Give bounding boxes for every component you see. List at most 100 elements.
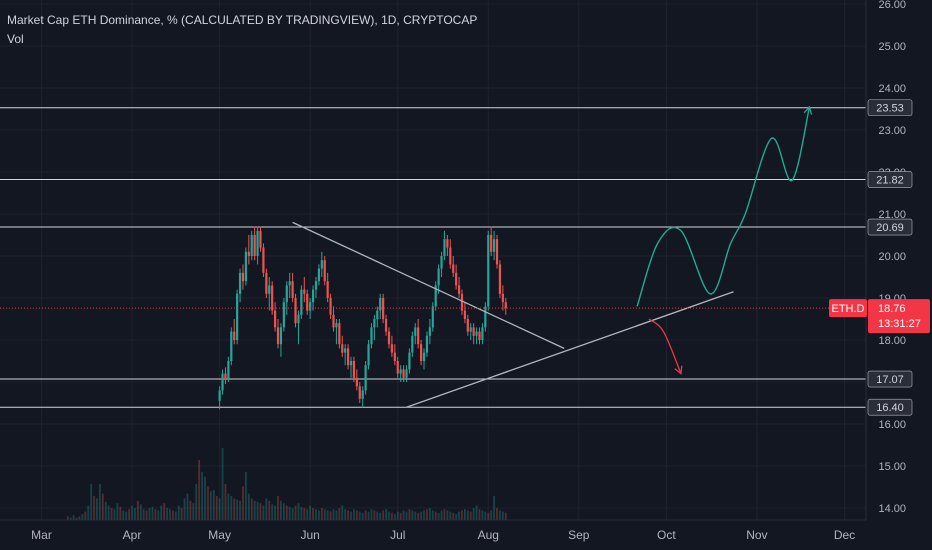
candle-body [233, 331, 236, 340]
volume-bar [294, 505, 297, 520]
candle-body [329, 298, 332, 315]
volume-bar [101, 493, 104, 520]
candle-body [498, 264, 502, 294]
volume-bar [501, 511, 504, 520]
candle-body [478, 331, 481, 340]
candle-body [300, 289, 303, 315]
volume-bar [128, 509, 130, 520]
volume-bar [195, 484, 198, 520]
volume-bar [136, 500, 139, 520]
volume-bar [271, 504, 274, 520]
volume-bar [72, 515, 75, 520]
volume-bar [280, 500, 282, 520]
volume-bar [134, 508, 136, 520]
volume-bar [446, 510, 449, 520]
volume-bar [93, 496, 95, 520]
volume-bar [335, 510, 338, 520]
month-label: Nov [746, 528, 767, 542]
volume-bar [259, 503, 262, 520]
price-tick-label: 26.00 [878, 0, 906, 11]
volume-bar [420, 511, 422, 520]
candle-body [411, 335, 414, 353]
volume-bar [464, 509, 466, 520]
candle-body [221, 373, 224, 391]
candle-body [311, 289, 315, 303]
candle-body [285, 285, 288, 303]
candle-body [428, 327, 431, 336]
volume-bar [399, 512, 402, 520]
volume-bar [455, 514, 458, 520]
candle-body [291, 281, 294, 298]
candle-body [309, 302, 312, 311]
candle-body [376, 310, 379, 319]
volume-bar [239, 500, 241, 520]
level-price-label: 20.69 [876, 222, 904, 234]
price-axis-background [866, 0, 932, 550]
candle-body [504, 302, 507, 309]
month-label: Aug [478, 528, 499, 542]
volume-bar [370, 509, 373, 520]
candle-body [317, 268, 320, 282]
candle-body [420, 344, 423, 361]
volume-bar [230, 496, 233, 520]
candle-body [481, 327, 484, 340]
level-price-badge [867, 171, 913, 188]
horizontal-levels[interactable] [0, 107, 866, 408]
candle-body [253, 235, 256, 256]
trendlines[interactable] [292, 221, 734, 408]
candle-body [332, 314, 335, 328]
volume-bar [215, 496, 218, 520]
candle-body [449, 247, 452, 265]
volume-bar [431, 510, 434, 520]
price-axis[interactable]: 14.0015.0016.0017.0018.0019.0020.0021.00… [829, 0, 932, 550]
candle-body [256, 230, 259, 256]
candle-body [373, 319, 376, 328]
candle-body [265, 272, 268, 294]
candle-body [282, 302, 285, 328]
candle-body [472, 327, 475, 336]
time-axis-background [0, 520, 866, 550]
volume-bar [236, 499, 239, 520]
candle-body [469, 327, 472, 332]
candle-body [259, 230, 262, 248]
candles [218, 226, 507, 410]
ascending-support-trendline [406, 291, 734, 408]
candle-body [361, 390, 364, 399]
projection-paths[interactable] [636, 105, 813, 375]
candle-body [238, 272, 242, 294]
volume-bar [461, 510, 463, 520]
volume-bar [428, 508, 431, 520]
volume-bar [367, 511, 370, 520]
candle-body [268, 285, 271, 294]
volume-bar [189, 500, 192, 520]
price-tick-label: 14.00 [878, 503, 906, 515]
volume-bar [309, 505, 312, 520]
volume-bar [434, 511, 437, 520]
volume-bar [373, 510, 376, 520]
volume-bar [344, 509, 347, 520]
volume-bar [449, 511, 452, 520]
candle-body [475, 331, 478, 336]
candle-body [437, 268, 440, 286]
volume-bar [113, 509, 116, 520]
volume-bar [104, 502, 107, 520]
volume-bar [332, 509, 335, 520]
volume-bar [396, 511, 399, 520]
candle-body [460, 293, 464, 311]
chart-legend: Market Cap ETH Dominance, % (CALCULATED … [7, 11, 477, 49]
candle-body [347, 348, 350, 366]
time-axis[interactable]: Mar Apr May Jun Jul Aug Sep Oct Nov Dec [0, 519, 866, 550]
candle-body [326, 281, 329, 298]
volume-bar [139, 504, 142, 520]
volume-bar [393, 514, 396, 520]
volume-bar [177, 505, 180, 520]
volume-bar [361, 512, 364, 520]
candle-body [390, 344, 393, 353]
volume-bar [323, 509, 326, 520]
level-price-label: 17.07 [876, 374, 904, 386]
volume-bar [166, 508, 168, 520]
candle-body [463, 310, 466, 319]
candle-body [250, 235, 253, 256]
volume-bar [452, 512, 455, 520]
